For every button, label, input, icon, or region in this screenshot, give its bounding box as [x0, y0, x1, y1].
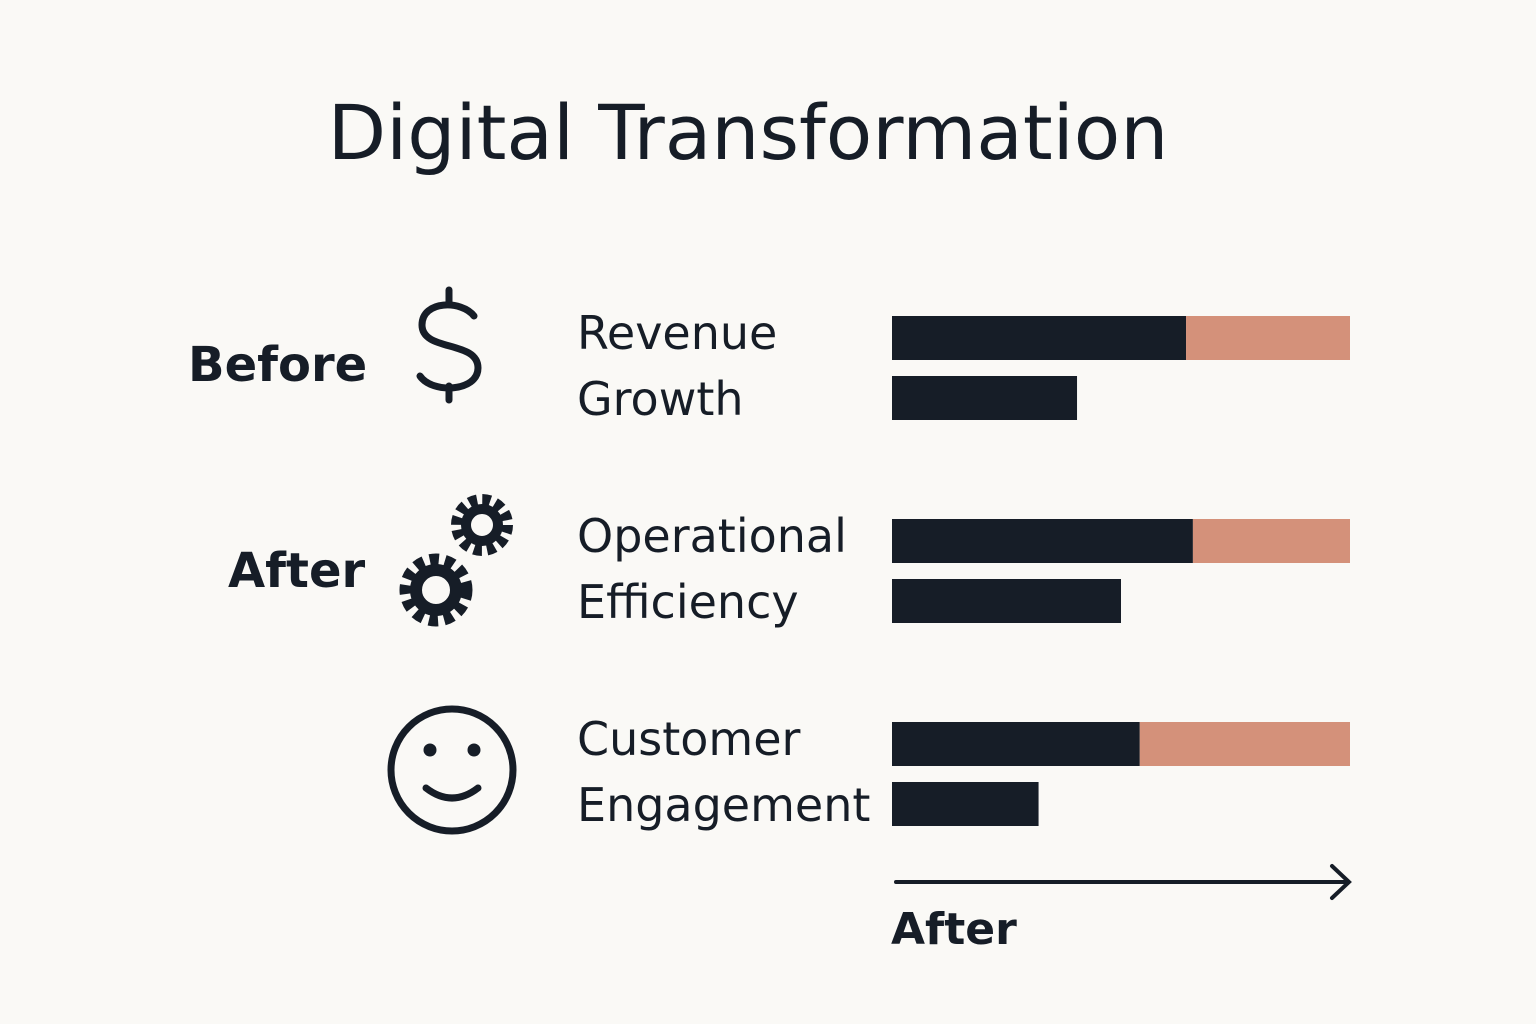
bar [892, 579, 1121, 623]
bar-segment [892, 519, 1193, 563]
bar-segment [892, 722, 1140, 766]
bar [892, 376, 1078, 420]
smiley-icon [387, 705, 517, 835]
category-label: Revenue Growth [577, 306, 778, 426]
chart-title: Digital Transformation [328, 88, 1169, 177]
bar-segment [1186, 316, 1350, 360]
x-axis-label: After [891, 904, 1017, 955]
dollar-icon [416, 286, 482, 404]
category-label: Customer Engagement [577, 712, 871, 832]
gears-icon [399, 494, 513, 627]
side-label: Before [188, 337, 367, 393]
bar-segment [1192, 519, 1350, 563]
x-axis-arrow [894, 864, 1352, 900]
bar [892, 782, 1039, 826]
side-label: After [228, 543, 366, 599]
category-label: Operational Efficiency [577, 509, 847, 629]
bar-segment [892, 316, 1187, 360]
bar-segment [1139, 722, 1350, 766]
